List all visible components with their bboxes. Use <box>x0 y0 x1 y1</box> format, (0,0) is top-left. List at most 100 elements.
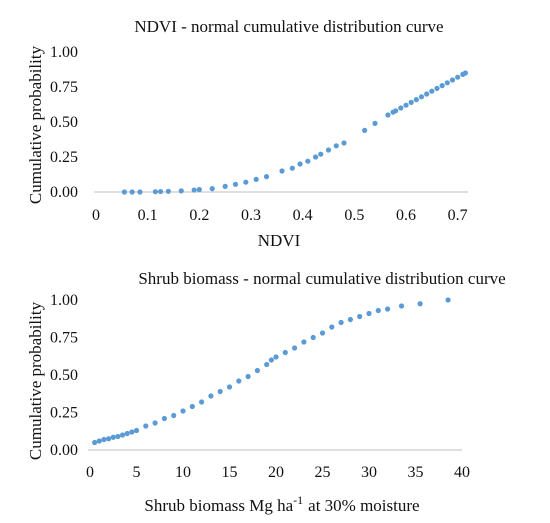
x-tick-label: 35 <box>408 464 424 481</box>
data-point <box>417 301 423 307</box>
data-point <box>297 161 303 167</box>
data-point <box>372 120 378 126</box>
y-ticks: 0.00 0.25 0.50 0.75 1.00 <box>50 292 78 459</box>
data-point <box>375 307 381 314</box>
data-point <box>196 186 202 193</box>
data-point <box>329 324 335 330</box>
data-point <box>279 168 285 174</box>
x-axis-label: Shrub biomass Mg ha-1 at 30% moisture <box>144 493 419 515</box>
chart-title: Shrub biomass - normal cumulative distri… <box>138 269 505 288</box>
y-ticks: 0.00 0.25 0.50 0.75 1.00 <box>50 44 78 201</box>
data-point <box>398 105 404 111</box>
data-point <box>245 373 251 380</box>
data-point <box>292 345 298 351</box>
data-point <box>429 88 435 94</box>
data-point <box>310 334 316 341</box>
x-tick-label: 0 <box>86 464 94 481</box>
data-point <box>312 154 319 160</box>
data-point <box>137 189 143 195</box>
data-point <box>333 143 339 149</box>
data-point <box>129 189 135 195</box>
data-point <box>273 354 279 360</box>
data-point <box>362 127 368 133</box>
data-point <box>133 427 140 434</box>
y-tick-label: 0.25 <box>50 149 78 166</box>
data-point <box>92 439 98 446</box>
x-tick-label: 20 <box>268 464 284 481</box>
ndvi-chart: NDVI - normal cumulative distribution cu… <box>26 17 469 250</box>
data-point <box>119 432 126 438</box>
data-point <box>282 349 288 356</box>
y-tick-label: 0.00 <box>50 442 78 459</box>
data-point <box>301 339 307 345</box>
data-point <box>449 77 456 83</box>
x-tick-label: 10 <box>175 464 191 481</box>
x-tick-label: 25 <box>315 464 331 481</box>
data-point <box>96 438 102 444</box>
x-axis-label: NDVI <box>258 231 301 250</box>
data-point <box>444 80 450 86</box>
y-tick-label: 1.00 <box>50 292 78 309</box>
data-point <box>305 158 311 164</box>
data-point <box>110 434 116 440</box>
data-point <box>191 187 197 193</box>
x-tick-label: 0.4 <box>293 207 313 224</box>
data-point <box>208 393 214 399</box>
y-tick-label: 0.75 <box>50 330 78 347</box>
data-point <box>236 378 242 384</box>
data-point <box>115 433 121 440</box>
data-point <box>129 429 135 435</box>
x-ticks: 0 0.1 0.2 0.3 0.4 0.5 0.6 0.7 <box>92 207 468 224</box>
points <box>92 297 451 446</box>
data-point <box>152 189 159 195</box>
data-point <box>143 423 149 429</box>
data-point <box>254 367 260 374</box>
y-axis-label: Cumulative probability <box>26 301 45 460</box>
x-tick-label: 0.7 <box>448 207 468 224</box>
x-tick-label: 15 <box>222 464 238 481</box>
x-tick-label: 40 <box>454 464 470 481</box>
x-ticks: 0 5 10 15 20 25 30 35 40 <box>86 464 470 481</box>
data-point <box>121 189 128 195</box>
x-tick-label: 0.3 <box>241 207 261 224</box>
data-point <box>161 415 167 422</box>
data-point <box>366 310 372 317</box>
data-point <box>385 112 391 118</box>
data-point <box>318 151 324 157</box>
data-point <box>357 313 363 320</box>
x-axis-label-sup: -1 <box>293 493 303 507</box>
data-point <box>385 306 391 312</box>
shrub-biomass-chart: Shrub biomass - normal cumulative distri… <box>26 269 506 515</box>
data-point <box>413 97 419 103</box>
data-point <box>439 83 445 89</box>
data-point <box>268 357 274 363</box>
data-point <box>424 91 430 97</box>
x-axis-label-suffix: at 30% moisture <box>308 496 419 515</box>
y-tick-label: 0.50 <box>50 367 78 384</box>
data-point <box>189 403 195 410</box>
data-point <box>408 99 414 105</box>
y-axis-label: Cumulative probability <box>26 45 45 204</box>
data-point <box>455 74 461 80</box>
y-tick-label: 0.25 <box>50 405 78 422</box>
x-tick-label: 30 <box>361 464 377 481</box>
points <box>121 70 469 195</box>
data-point <box>403 102 409 108</box>
data-point <box>398 303 405 309</box>
data-point <box>347 316 353 323</box>
data-point <box>338 319 344 326</box>
data-point <box>165 188 171 194</box>
x-tick-label: 0.6 <box>396 207 416 224</box>
data-point <box>289 165 295 171</box>
y-tick-label: 0.00 <box>50 184 78 201</box>
data-point <box>243 179 249 185</box>
data-point <box>157 188 164 195</box>
y-tick-label: 0.50 <box>50 114 78 131</box>
x-tick-label: 0 <box>92 207 100 224</box>
data-point <box>325 147 332 153</box>
y-tick-label: 1.00 <box>50 44 78 61</box>
chart-title: NDVI - normal cumulative distribution cu… <box>134 17 443 36</box>
y-tick-label: 0.75 <box>50 79 78 96</box>
x-tick-label: 0.1 <box>138 207 158 224</box>
